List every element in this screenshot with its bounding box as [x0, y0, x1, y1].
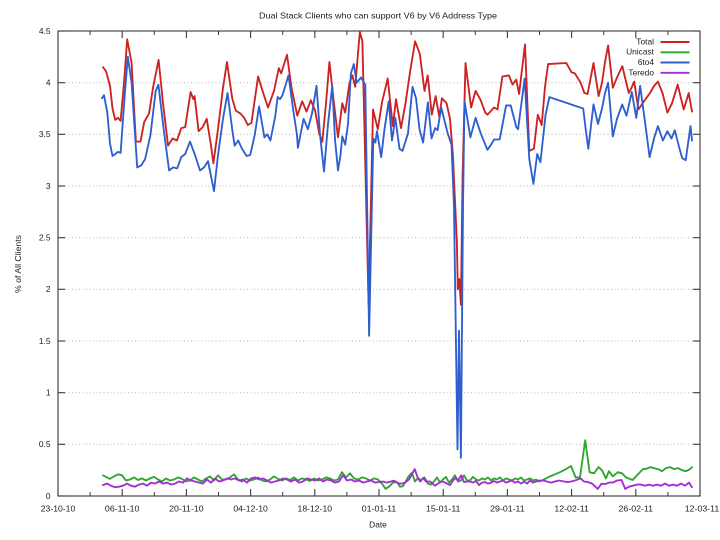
svg-text:12-02-11: 12-02-11 [554, 504, 589, 514]
svg-text:2: 2 [46, 284, 51, 294]
svg-text:1: 1 [46, 388, 51, 398]
svg-text:12-03-11: 12-03-11 [685, 504, 720, 514]
svg-text:Unicast: Unicast [626, 47, 655, 57]
svg-text:0: 0 [46, 491, 51, 501]
svg-text:06-11-10: 06-11-10 [105, 504, 140, 514]
svg-text:Teredo: Teredo [628, 67, 654, 77]
svg-text:Date: Date [369, 520, 387, 530]
svg-text:15-01-11: 15-01-11 [426, 504, 461, 514]
svg-text:01-01-11: 01-01-11 [362, 504, 397, 514]
svg-text:29-01-11: 29-01-11 [490, 504, 525, 514]
svg-text:1.5: 1.5 [39, 336, 51, 346]
svg-text:2.5: 2.5 [39, 233, 51, 243]
svg-text:4.5: 4.5 [39, 26, 51, 36]
svg-text:3.5: 3.5 [39, 129, 51, 139]
svg-text:3: 3 [46, 181, 51, 191]
svg-text:18-12-10: 18-12-10 [298, 504, 333, 514]
svg-text:04-12-10: 04-12-10 [233, 504, 268, 514]
svg-text:23-10-10: 23-10-10 [41, 504, 76, 514]
svg-text:Dual Stack Clients who can sup: Dual Stack Clients who can support V6 by… [259, 11, 497, 21]
svg-text:6to4: 6to4 [638, 57, 655, 67]
svg-text:4: 4 [46, 78, 51, 88]
svg-text:Total: Total [636, 36, 654, 46]
svg-text:26-02-11: 26-02-11 [619, 504, 654, 514]
svg-text:% of All Clients: % of All Clients [13, 235, 23, 293]
svg-text:0.5: 0.5 [39, 439, 51, 449]
svg-text:20-11-10: 20-11-10 [169, 504, 204, 514]
